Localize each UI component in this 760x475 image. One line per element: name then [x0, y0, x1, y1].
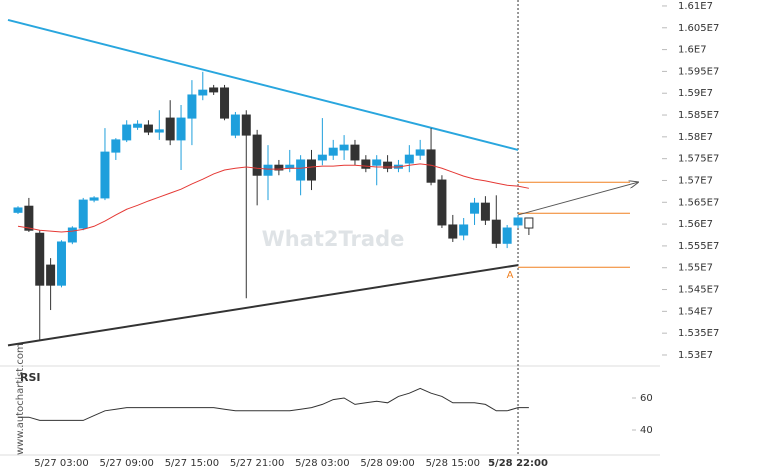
y-tick-label: 1.585E7: [678, 110, 719, 121]
candle-body: [480, 202, 490, 221]
candle-body: [122, 124, 132, 141]
candle-body: [100, 151, 110, 199]
candle-body: [383, 161, 393, 169]
candle-body: [361, 159, 371, 169]
candle-body: [317, 154, 327, 161]
candle-body: [263, 164, 273, 176]
x-tick-label: 5/27 21:00: [230, 458, 284, 469]
y-tick-label: 1.56E7: [678, 219, 713, 230]
candle-body: [143, 124, 153, 133]
x-tick-label: 5/27 09:00: [99, 458, 153, 469]
rsi-tick-label: 40: [640, 425, 653, 436]
candle-body: [459, 224, 469, 236]
y-tick-label: 1.6E7: [678, 45, 707, 56]
candle-body: [220, 87, 230, 119]
y-tick-label: 1.605E7: [678, 23, 719, 34]
candle-body: [296, 159, 306, 181]
candle-body: [46, 264, 56, 286]
candle-body: [209, 87, 219, 93]
candle-body: [448, 224, 458, 239]
source-text: www.autochartist.com: [15, 343, 26, 455]
rsi-line: [18, 387, 529, 421]
candle-body: [502, 227, 512, 244]
x-tick-label: 5/28 15:00: [426, 458, 480, 469]
candle-body: [274, 164, 284, 171]
x-tick-label: 5/28 22:00: [488, 458, 548, 469]
x-tick-label: 5/27 15:00: [165, 458, 219, 469]
candle-body: [404, 154, 414, 164]
candle-body: [491, 219, 501, 244]
candle-body: [165, 117, 175, 141]
candle-body: [372, 159, 382, 166]
y-tick-label: 1.59E7: [678, 88, 713, 99]
candle-body: [187, 94, 197, 119]
rsi-tick-label: 60: [640, 393, 653, 404]
candle-body: [56, 241, 66, 286]
candle-body: [78, 199, 88, 229]
candle-body: [67, 227, 77, 243]
candle-body: [252, 134, 262, 176]
candle-body: [513, 217, 523, 226]
rsi-title: RSI: [20, 371, 41, 384]
candle-body: [241, 114, 251, 136]
moving-average: [17, 163, 529, 233]
y-tick-label: 1.595E7: [678, 66, 719, 77]
x-tick-label: 5/28 03:00: [295, 458, 349, 469]
y-tick-label: 1.575E7: [678, 154, 719, 165]
y-tick-label: 1.58E7: [678, 132, 713, 143]
candle-body: [339, 144, 349, 151]
resistance-line: [7, 18, 519, 151]
candle-body: [111, 139, 121, 153]
candle-body: [13, 207, 23, 213]
candle-body: [524, 217, 534, 229]
candle-body: [89, 197, 99, 201]
candle-body: [198, 89, 208, 96]
candle-body: [176, 117, 186, 141]
forecast-arrow: [517, 182, 638, 216]
watermark: What2Trade: [262, 227, 405, 251]
candle-body: [350, 144, 360, 161]
candle-body: [24, 205, 34, 231]
y-tick-label: 1.61E7: [678, 1, 713, 12]
candle-body: [470, 202, 480, 214]
y-tick-label: 1.555E7: [678, 241, 719, 252]
x-tick-label: 5/27 03:00: [34, 458, 88, 469]
candle-body: [133, 123, 143, 128]
x-tick-label: 5/28 09:00: [360, 458, 414, 469]
candle-body: [328, 147, 338, 156]
candle-body: [230, 114, 240, 136]
annotation: A: [507, 270, 514, 281]
y-tick-label: 1.535E7: [678, 328, 719, 339]
candle-body: [415, 149, 425, 156]
candle-body: [154, 129, 164, 133]
y-tick-label: 1.54E7: [678, 306, 713, 317]
y-tick-label: 1.57E7: [678, 175, 713, 186]
y-tick-label: 1.545E7: [678, 285, 719, 296]
candle-body: [35, 232, 45, 286]
candle-body: [306, 159, 316, 181]
support-line: [7, 264, 519, 347]
y-tick-label: 1.55E7: [678, 263, 713, 274]
y-tick-label: 1.53E7: [678, 350, 713, 361]
candle-body: [437, 179, 447, 226]
y-tick-label: 1.565E7: [678, 197, 719, 208]
